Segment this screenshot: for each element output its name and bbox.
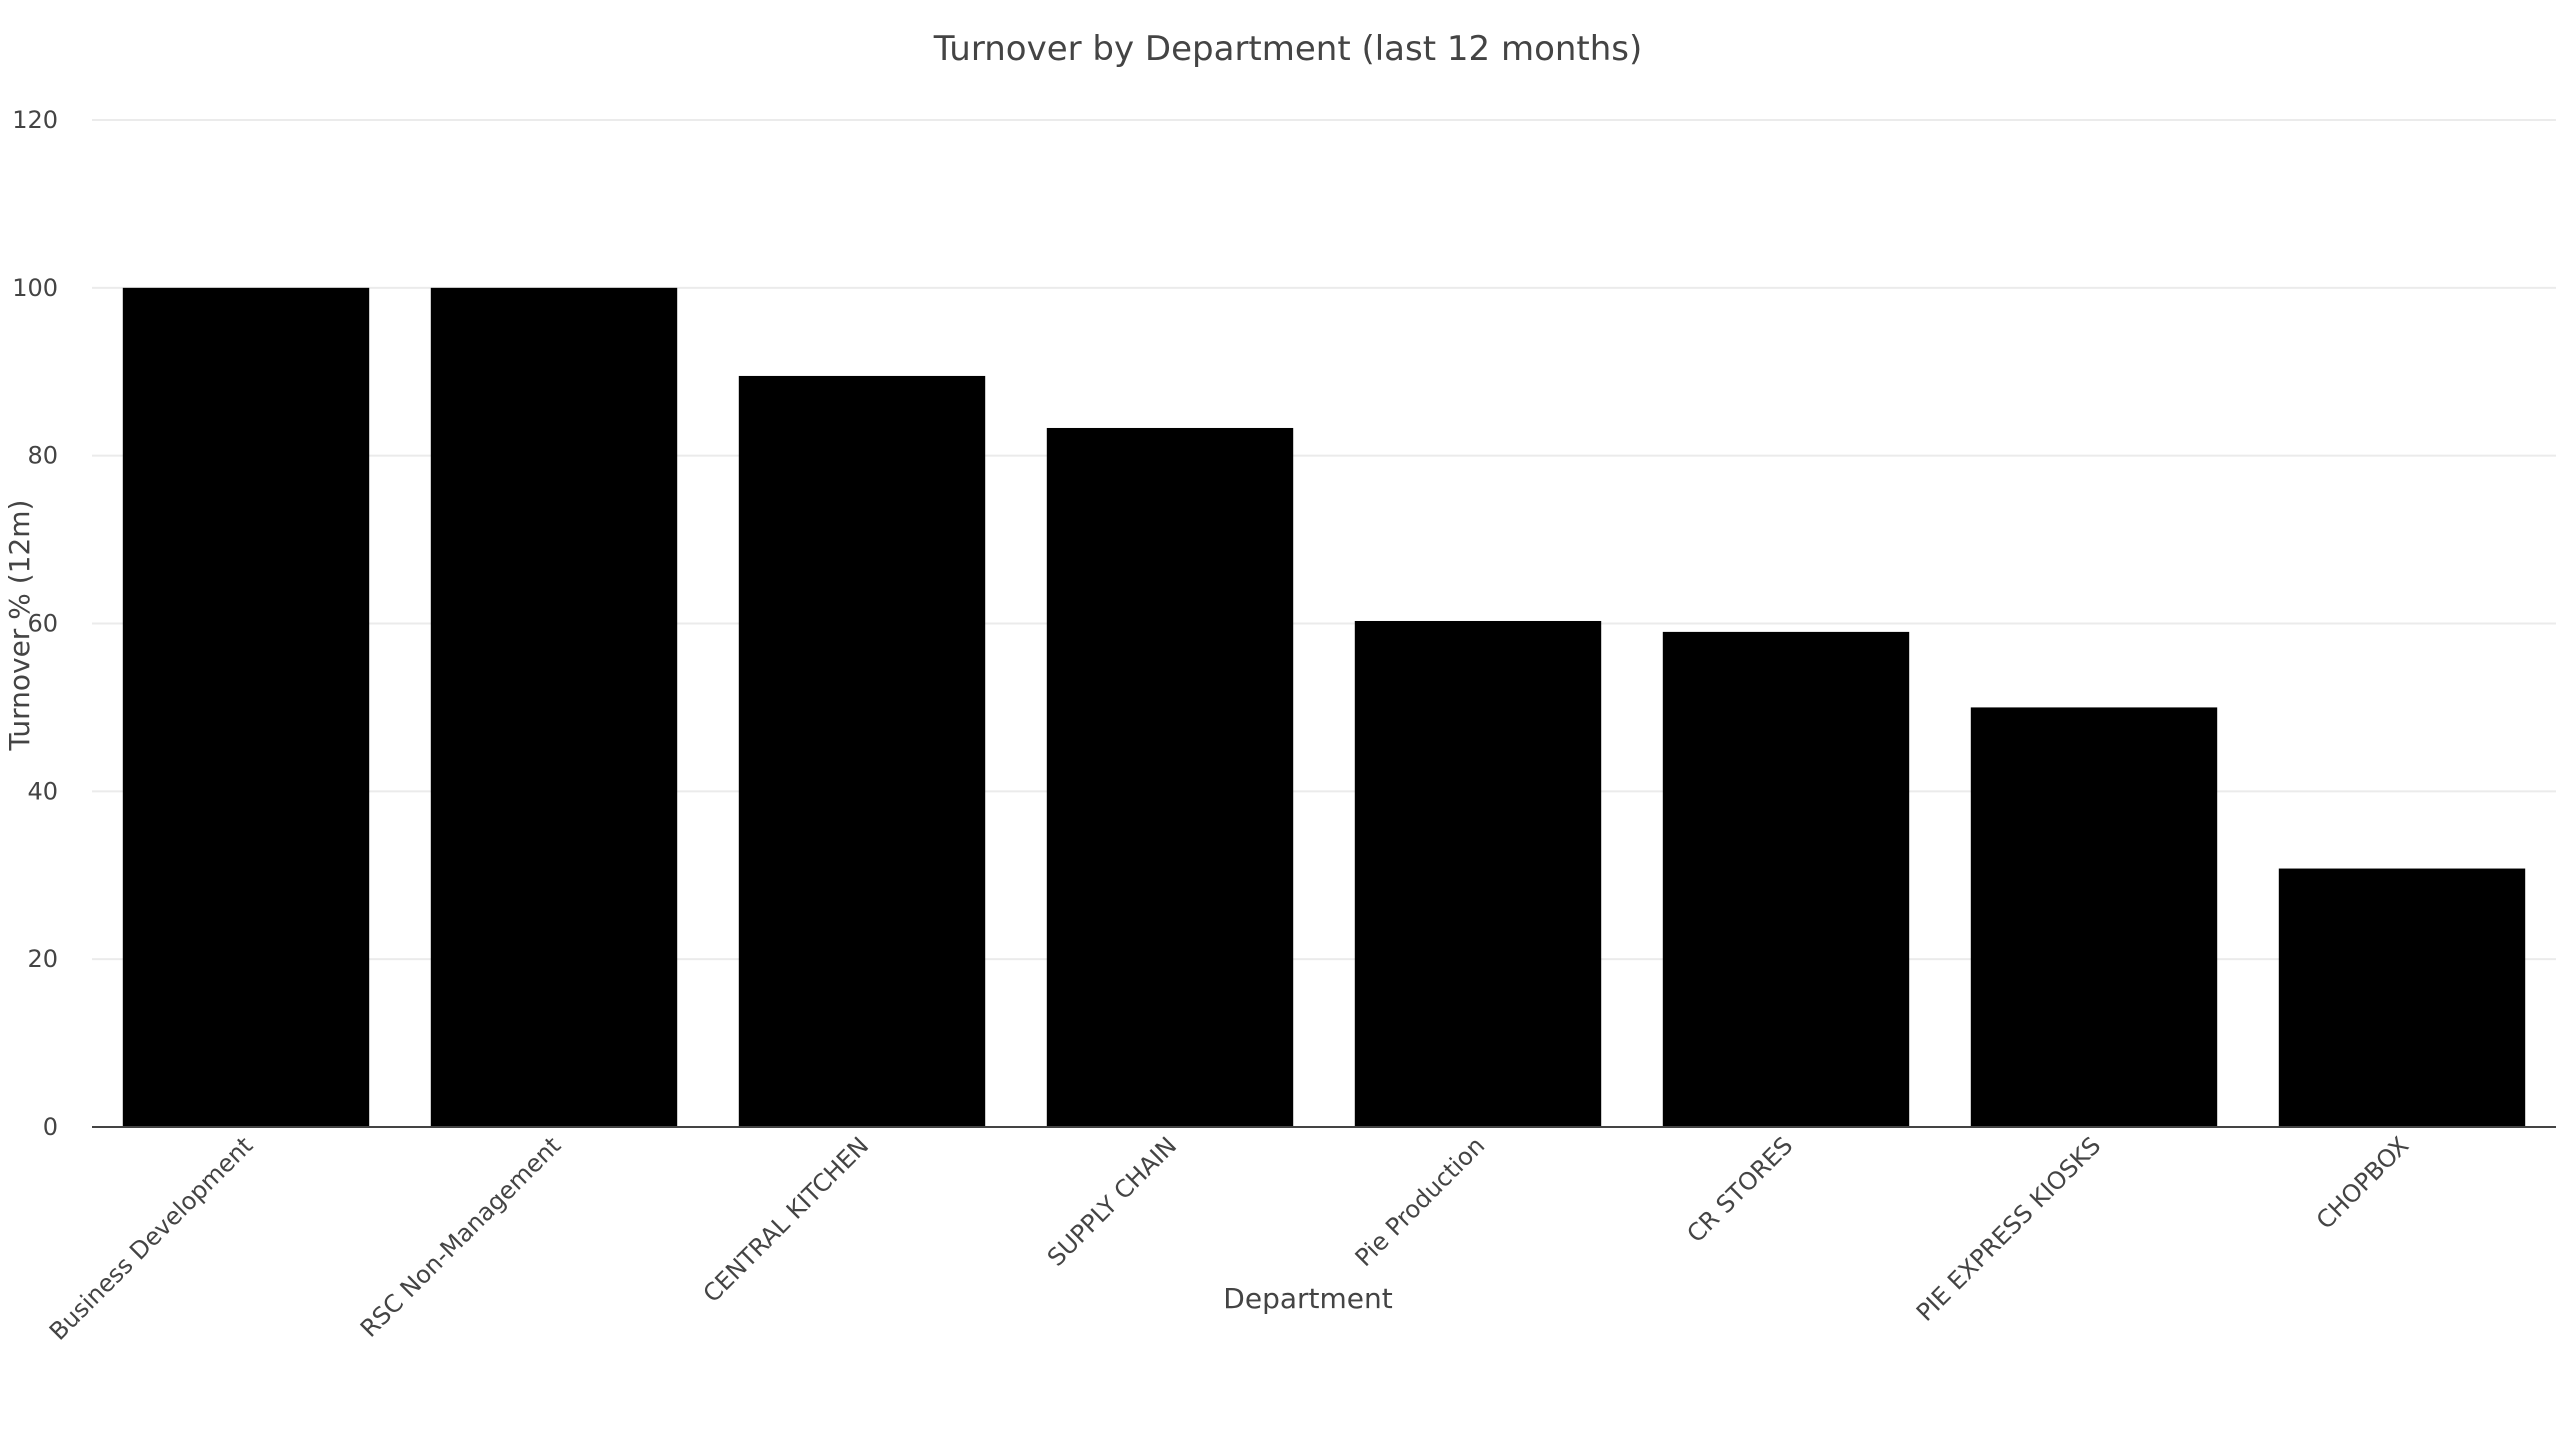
bar[interactable] (2278, 868, 2526, 1127)
y-tick-label: 100 (12, 274, 58, 302)
x-tick-label: Business Development (44, 1131, 258, 1345)
y-tick-label: 80 (27, 442, 58, 470)
bar[interactable] (738, 375, 986, 1128)
bars (122, 287, 2526, 1128)
bar[interactable] (1662, 631, 1910, 1127)
x-axis-title: Department (1223, 1282, 1392, 1315)
bar[interactable] (122, 287, 370, 1127)
x-tick-label: CENTRAL KITCHEN (698, 1131, 875, 1308)
x-tick-label: CHOPBOX (2311, 1131, 2414, 1234)
x-tick-label: Pie Production (1350, 1131, 1491, 1272)
y-tick-label: 60 (27, 610, 58, 638)
chart-title: Turnover by Department (last 12 months) (933, 29, 1643, 69)
bar[interactable] (1354, 620, 1602, 1127)
bar[interactable] (430, 287, 678, 1127)
x-tick-label: RSC Non-Management (355, 1131, 566, 1342)
y-tick-label: 40 (27, 777, 58, 805)
y-axis-ticks: 0 20 40 60 80 100 120 (12, 106, 58, 1141)
y-tick-label: 0 (43, 1113, 58, 1141)
x-tick-label: SUPPLY CHAIN (1042, 1131, 1182, 1271)
y-tick-label: 120 (12, 106, 58, 134)
bar[interactable] (1970, 707, 2218, 1127)
x-tick-label: CR STORES (1682, 1131, 1799, 1248)
y-axis-title: Turnover % (12m) (3, 500, 36, 752)
y-tick-label: 20 (27, 945, 58, 973)
bar[interactable] (1046, 427, 1294, 1128)
x-tick-label: PIE EXPRESS KIOSKS (1911, 1131, 2106, 1326)
